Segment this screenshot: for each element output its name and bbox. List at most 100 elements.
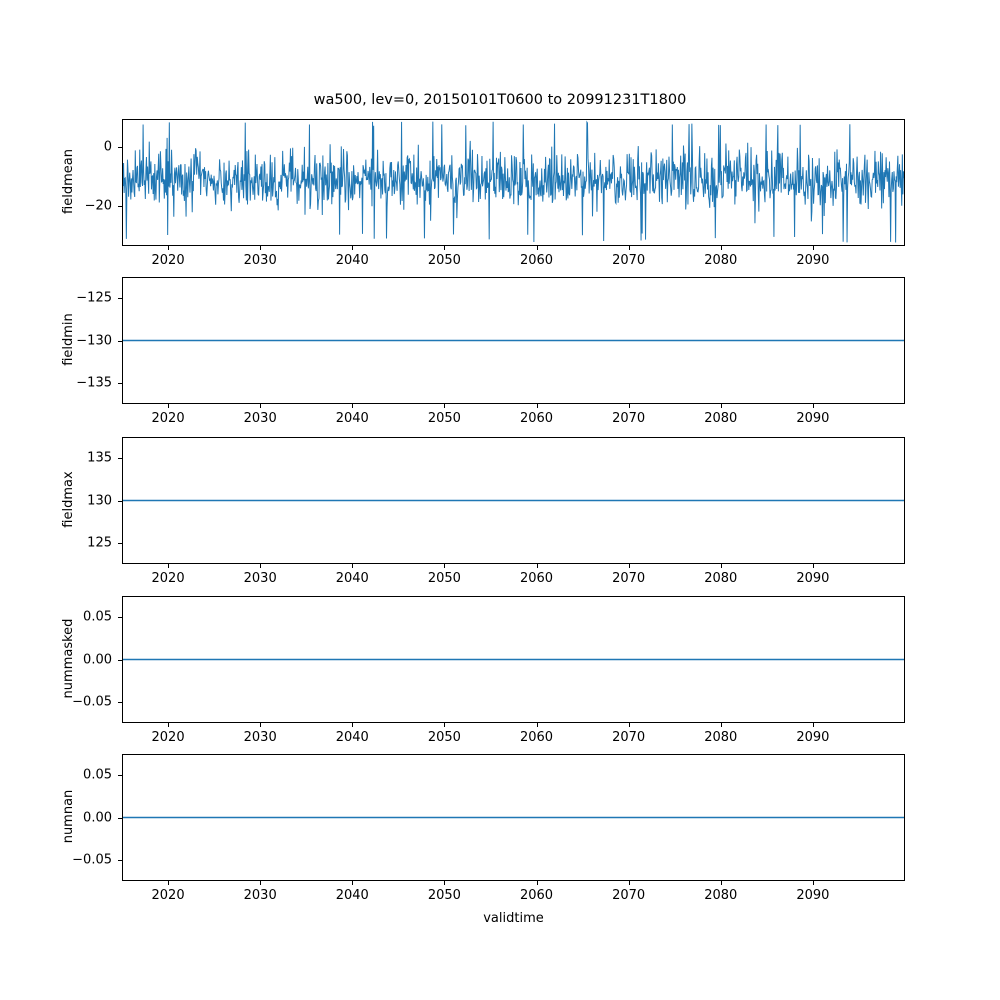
y-tick-label: −130 xyxy=(76,333,112,348)
x-tick-mark xyxy=(812,881,814,885)
x-tick-label: 2050 xyxy=(427,253,461,268)
y-tick-label: 0 xyxy=(103,139,112,155)
x-tick-label: 2030 xyxy=(243,730,277,745)
subplot-fieldmax xyxy=(122,437,905,564)
subplot-nummasked xyxy=(122,596,905,723)
y-tick-label: −20 xyxy=(84,198,112,214)
x-tick-mark xyxy=(352,404,354,408)
x-tick-mark xyxy=(628,404,630,408)
x-tick-label: 2040 xyxy=(335,730,369,745)
series-numnan xyxy=(123,816,904,819)
x-tick-label: 2040 xyxy=(335,571,369,586)
y-tick-mark xyxy=(118,500,122,502)
y-axis-label-nummasked: nummasked xyxy=(60,618,76,698)
x-tick-label: 2090 xyxy=(796,571,830,586)
x-tick-label: 2020 xyxy=(151,730,185,745)
x-tick-mark xyxy=(168,723,170,727)
subplot-fieldmin xyxy=(122,277,905,404)
y-tick-label: 0.00 xyxy=(83,810,112,825)
x-tick-label: 2060 xyxy=(519,253,554,268)
y-tick-label: 0.05 xyxy=(83,609,112,625)
x-tick-mark xyxy=(260,881,262,885)
x-tick-label: 2030 xyxy=(243,571,277,586)
x-tick-mark xyxy=(260,246,262,250)
y-tick-label: 0.05 xyxy=(83,767,112,783)
y-tick-label: 130 xyxy=(87,493,112,508)
y-axis-label-fieldmax: fieldmax xyxy=(60,470,76,528)
x-tick-label: 2050 xyxy=(427,411,461,426)
x-tick-mark xyxy=(168,564,170,568)
y-tick-mark xyxy=(118,859,122,861)
x-tick-label: 2020 xyxy=(151,571,185,586)
x-tick-mark xyxy=(168,404,170,408)
x-tick-mark xyxy=(536,246,538,250)
figure-title: wa500, lev=0, 20150101T0600 to 20991231T… xyxy=(313,92,687,108)
x-tick-mark xyxy=(260,404,262,408)
y-axis-label-fieldmin: fieldmin xyxy=(60,312,76,366)
y-tick-label: −0.05 xyxy=(72,694,112,710)
y-axis-label-fieldmean: fieldmean xyxy=(60,148,76,214)
x-tick-mark xyxy=(720,404,722,408)
x-tick-mark xyxy=(720,564,722,568)
x-tick-label: 2080 xyxy=(704,253,738,268)
x-tick-label: 2070 xyxy=(612,571,646,586)
x-tick-label: 2060 xyxy=(519,411,554,426)
x-tick-label: 2090 xyxy=(796,253,830,268)
x-tick-mark xyxy=(628,723,630,727)
x-tick-mark xyxy=(168,881,170,885)
x-tick-mark xyxy=(444,881,446,885)
y-tick-mark xyxy=(118,458,122,460)
y-tick-mark xyxy=(118,206,122,208)
x-tick-label: 2060 xyxy=(519,888,554,903)
x-tick-mark xyxy=(168,246,170,250)
y-tick-mark xyxy=(118,147,122,149)
x-tick-mark xyxy=(352,723,354,727)
x-tick-mark xyxy=(260,564,262,568)
x-tick-label: 2050 xyxy=(427,571,461,586)
x-tick-mark xyxy=(536,564,538,568)
x-tick-label: 2020 xyxy=(151,888,185,903)
y-tick-mark xyxy=(118,817,122,819)
y-tick-mark xyxy=(118,617,122,619)
x-tick-label: 2040 xyxy=(335,411,369,426)
x-tick-mark xyxy=(352,881,354,885)
y-tick-label: 0.00 xyxy=(83,652,112,667)
series-nummasked xyxy=(123,658,904,661)
y-tick-label: 135 xyxy=(87,450,112,466)
subplot-numnan xyxy=(122,754,905,881)
x-tick-label: 2020 xyxy=(151,411,185,426)
x-tick-mark xyxy=(720,246,722,250)
y-tick-mark xyxy=(118,542,122,544)
y-tick-label: −125 xyxy=(76,290,112,306)
x-axis-label: validtime xyxy=(483,911,544,926)
series-fieldmax xyxy=(123,499,904,502)
x-tick-mark xyxy=(444,404,446,408)
series-fieldmean xyxy=(123,120,904,243)
x-tick-mark xyxy=(628,881,630,885)
y-tick-label: −0.05 xyxy=(72,852,112,868)
x-tick-label: 2080 xyxy=(704,571,738,586)
series-fieldmin xyxy=(123,339,904,342)
x-tick-label: 2080 xyxy=(704,730,738,745)
subplot-fieldmean xyxy=(122,119,905,246)
x-tick-mark xyxy=(352,246,354,250)
y-tick-label: −135 xyxy=(76,375,112,391)
x-tick-mark xyxy=(536,723,538,727)
y-tick-mark xyxy=(118,298,122,300)
x-tick-label: 2090 xyxy=(796,411,830,426)
x-tick-label: 2060 xyxy=(519,730,554,745)
y-tick-mark xyxy=(118,340,122,342)
x-tick-mark xyxy=(536,404,538,408)
x-tick-label: 2050 xyxy=(427,888,461,903)
x-tick-mark xyxy=(812,564,814,568)
x-tick-mark xyxy=(628,564,630,568)
x-tick-mark xyxy=(260,723,262,727)
x-tick-mark xyxy=(444,564,446,568)
x-tick-label: 2070 xyxy=(612,411,646,426)
x-tick-mark xyxy=(812,246,814,250)
y-tick-mark xyxy=(118,701,122,703)
x-tick-mark xyxy=(444,723,446,727)
x-tick-label: 2080 xyxy=(704,888,738,903)
x-tick-mark xyxy=(812,723,814,727)
